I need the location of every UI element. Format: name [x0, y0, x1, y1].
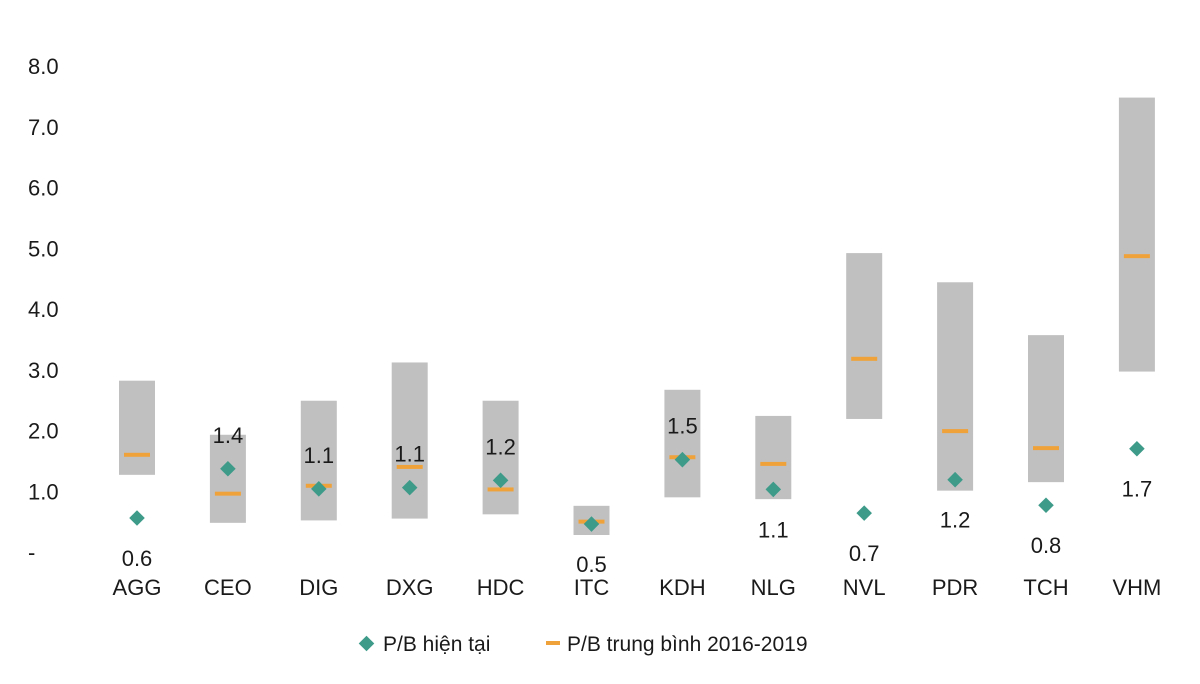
current-markers: [129, 440, 1145, 532]
x-tick-label-vhm: VHM: [1112, 575, 1161, 600]
data-label-itc: 0.5: [576, 552, 607, 577]
x-tick-label-nvl: NVL: [843, 575, 886, 600]
range-bar-vhm: [1118, 97, 1155, 372]
data-label-dig: 1.1: [304, 443, 335, 468]
x-tick-label-agg: AGG: [113, 575, 162, 600]
range-bar-pdr: [937, 282, 974, 491]
average-dash-vhm: [1123, 254, 1150, 259]
y-tick-label: 7.0: [28, 115, 59, 140]
x-tick-label-kdh: KDH: [659, 575, 705, 600]
y-tick-label: -: [28, 540, 35, 565]
data-label-hdc: 1.2: [485, 434, 516, 459]
data-label-agg: 0.6: [122, 546, 153, 571]
range-bar-nvl: [846, 253, 883, 419]
y-tick-label: 3.0: [28, 358, 59, 383]
average-dash-ceo: [214, 491, 241, 496]
x-tick-label-dig: DIG: [299, 575, 338, 600]
legend-item-average[interactable]: P/B trung bình 2016-2019: [546, 633, 808, 656]
y-tick-label: 1.0: [28, 479, 59, 504]
data-labels: 0.6 1.4 1.1 1.1 1.2 0.5 1.5 1.1 0.7 1.2 0.8 1.7: [122, 414, 1152, 577]
legend-average-marker: [546, 641, 560, 645]
y-tick-label: 5.0: [28, 236, 59, 261]
current-diamond-nvl: [856, 505, 872, 521]
x-tick-label-ceo: CEO: [204, 575, 252, 600]
y-tick-label: 6.0: [28, 176, 59, 201]
data-label-kdh: 1.5: [667, 414, 698, 439]
y-tick-label: 2.0: [28, 419, 59, 444]
current-diamond-itc: [583, 516, 600, 532]
data-label-dxg: 1.1: [394, 442, 425, 467]
range-bars: [119, 97, 1155, 535]
legend-item-current[interactable]: P/B hiện tại: [358, 633, 491, 656]
data-label-vhm: 1.7: [1122, 477, 1153, 502]
average-dash-agg: [124, 452, 150, 457]
data-label-ceo: 1.4: [213, 423, 244, 448]
average-dash-pdr: [942, 429, 969, 434]
range-bar-dig: [300, 400, 337, 521]
x-tick-label-pdr: PDR: [932, 575, 978, 600]
x-tick-label-hdc: HDC: [477, 575, 525, 600]
range-bar-ceo: [209, 434, 246, 523]
current-diamond-ceo: [220, 460, 236, 477]
average-dash-nlg: [760, 461, 787, 466]
current-diamond-vhm: [1129, 440, 1145, 457]
legend-current-label: P/B hiện tại: [383, 633, 490, 656]
y-axis: - 1.0 2.0 3.0 4.0 5.0 6.0 7.0 8.0: [28, 54, 59, 565]
range-bar-agg: [119, 380, 155, 475]
data-label-nvl: 0.7: [849, 541, 880, 566]
legend-average-label: P/B trung bình 2016-2019: [567, 633, 808, 656]
y-tick-label: 8.0: [28, 54, 59, 79]
average-markers: [124, 254, 1150, 524]
x-tick-label-itc: ITC: [574, 575, 610, 600]
current-diamond-tch: [1038, 497, 1054, 514]
average-dash-tch: [1033, 446, 1059, 451]
range-bar-tch: [1028, 335, 1064, 483]
legend: P/B hiện tại P/B trung bình 2016-2019: [358, 633, 808, 656]
x-tick-label-tch: TCH: [1023, 575, 1068, 600]
y-tick-label: 4.0: [28, 297, 59, 322]
current-diamond-agg: [129, 510, 145, 526]
x-tick-label-dxg: DXG: [386, 575, 434, 600]
range-bar-kdh: [664, 389, 701, 498]
average-dash-nvl: [851, 356, 878, 361]
average-dash-dxg: [396, 464, 423, 469]
x-axis: AGG CEO DIG DXG HDC ITC KDH NLG NVL PDR TCH VHM: [113, 575, 1162, 600]
x-tick-label-nlg: NLG: [751, 575, 796, 600]
data-label-nlg: 1.1: [758, 517, 789, 542]
data-label-tch: 0.8: [1031, 533, 1062, 558]
average-dash-hdc: [487, 487, 514, 492]
data-label-pdr: 1.2: [940, 508, 971, 533]
legend-current-marker: [358, 635, 375, 652]
range-bar-hdc: [482, 400, 519, 515]
